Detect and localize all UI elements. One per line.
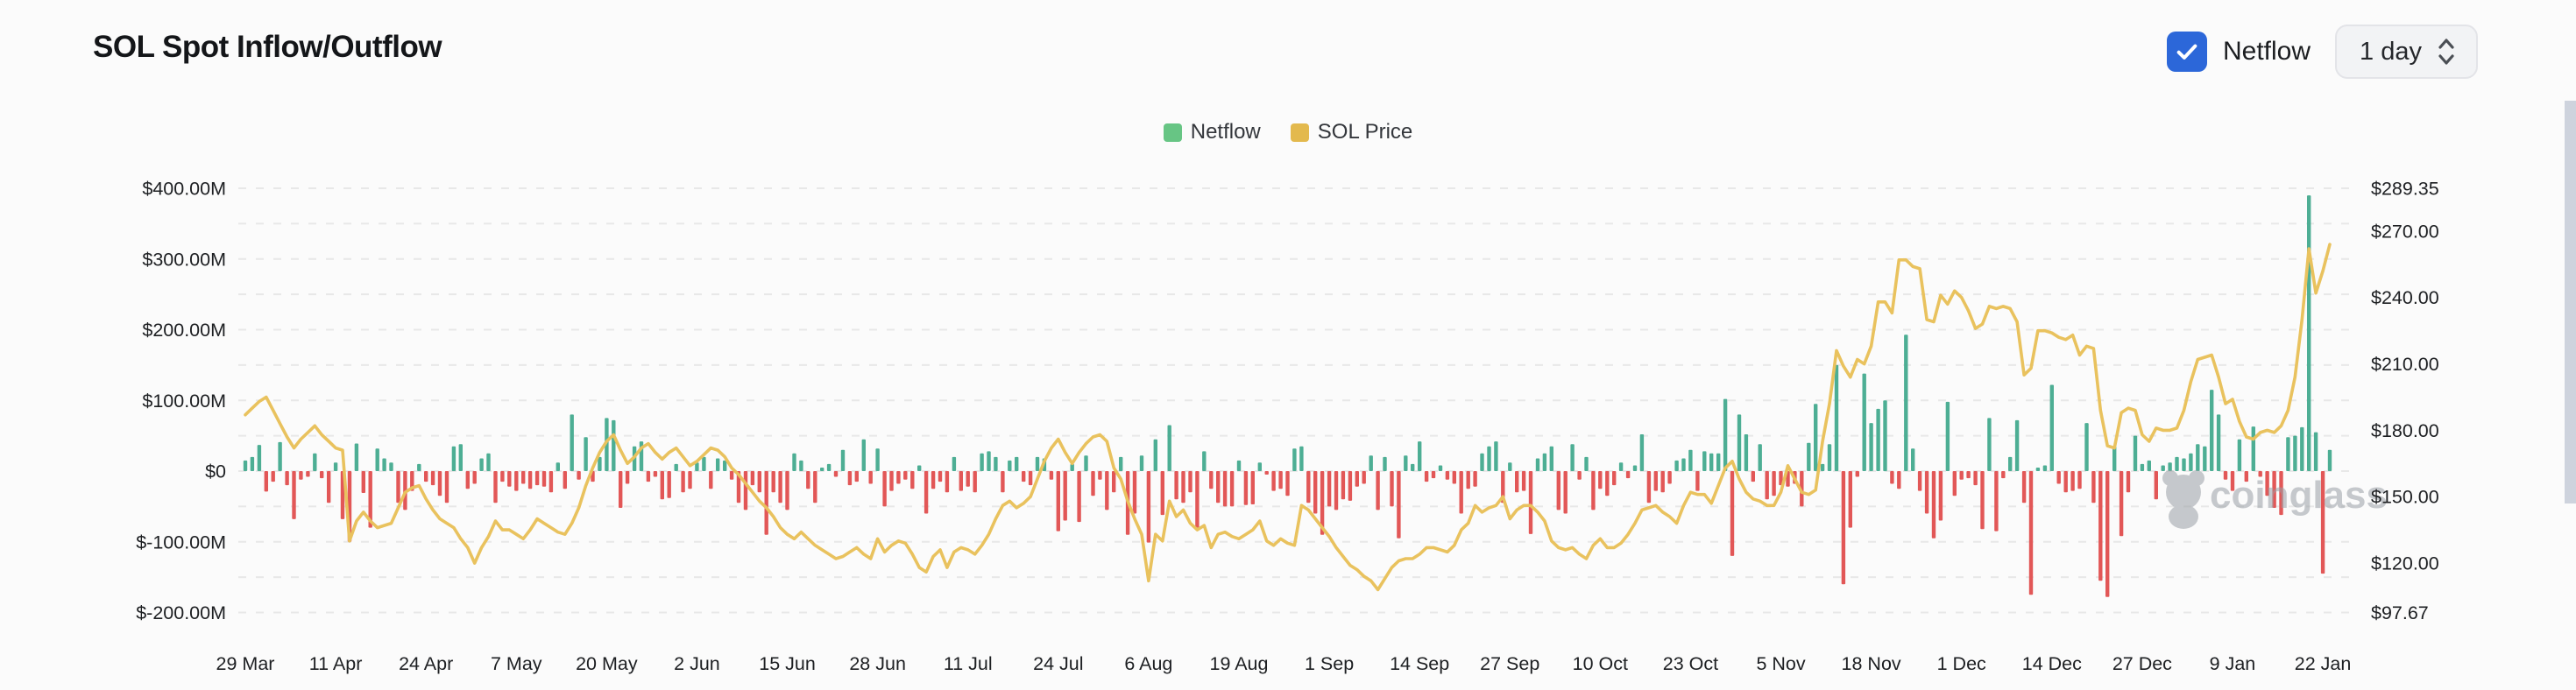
svg-text:$97.67: $97.67 [2371,602,2429,623]
chart-header: SOL Spot Inflow/Outflow Netflow 1 day [0,0,2576,96]
svg-text:14 Sep: 14 Sep [1390,653,1449,674]
svg-text:6 Aug: 6 Aug [1124,653,1172,674]
scrollbar-thumb[interactable] [2565,101,2576,503]
svg-text:11 Apr: 11 Apr [309,653,363,674]
svg-text:29 Mar: 29 Mar [216,653,275,674]
svg-text:24 Jul: 24 Jul [1033,653,1083,674]
coinglass-watermark: coinglass [2162,470,2388,529]
svg-text:23 Oct: 23 Oct [1663,653,1718,674]
chart-legend: Netflow SOL Price [0,119,2576,145]
svg-text:27 Dec: 27 Dec [2112,653,2172,674]
x-axis-labels: 29 Mar 11 Apr 24 Apr 7 May 20 May 2 Jun 15 Jun… [216,653,2352,674]
svg-text:$289.35: $289.35 [2371,179,2439,200]
svg-text:coinglass: coinglass [2210,474,2388,517]
svg-text:$180.00: $180.00 [2371,420,2439,441]
sol-price-line [244,243,2332,592]
svg-text:1 Sep: 1 Sep [1305,653,1354,674]
svg-text:$100.00M: $100.00M [142,391,226,412]
svg-text:1 Dec: 1 Dec [1937,653,1986,674]
right-axis-labels: $289.35 $270.00 $240.00 $210.00 $180.00 $150.… [2371,179,2439,624]
svg-text:7 May: 7 May [491,653,542,674]
gridlines [238,187,2359,614]
legend-label-netflow: Netflow [1190,120,1261,144]
svg-text:10 Oct: 10 Oct [1573,653,1628,674]
header-controls: Netflow 1 day [2167,25,2478,79]
svg-text:$120.00: $120.00 [2371,553,2439,574]
svg-text:$200.00M: $200.00M [142,320,226,341]
svg-text:18 Nov: 18 Nov [1842,653,1901,674]
chevron-updown-icon [2438,39,2454,65]
svg-text:20 May: 20 May [576,653,638,674]
svg-text:$-100.00M: $-100.00M [136,532,226,553]
svg-text:$210.00: $210.00 [2371,354,2439,375]
netflow-swatch [1163,123,1182,142]
svg-text:$150.00: $150.00 [2371,487,2439,508]
netflow-toggle[interactable]: Netflow [2167,32,2311,72]
interval-dropdown[interactable]: 1 day [2335,25,2478,79]
svg-text:28 Jun: 28 Jun [849,653,906,674]
svg-text:$240.00: $240.00 [2371,287,2439,308]
legend-label-sol-price: SOL Price [1317,120,1413,144]
svg-text:$270.00: $270.00 [2371,221,2439,242]
svg-text:24 Apr: 24 Apr [399,653,453,674]
legend-item-sol-price[interactable]: SOL Price [1290,120,1413,144]
svg-text:$0: $0 [205,461,226,482]
checkmark-icon [2176,44,2197,60]
svg-text:14 Dec: 14 Dec [2022,653,2082,674]
svg-text:$400.00M: $400.00M [142,179,226,200]
svg-text:5 Nov: 5 Nov [1756,653,1805,674]
page-title: SOL Spot Inflow/Outflow [93,30,442,64]
svg-text:$-200.00M: $-200.00M [136,602,226,623]
netflow-toggle-label: Netflow [2223,37,2311,66]
svg-text:19 Aug: 19 Aug [1210,653,1269,674]
svg-text:9 Jan: 9 Jan [2210,653,2256,674]
svg-text:22 Jan: 22 Jan [2295,653,2352,674]
svg-text:$300.00M: $300.00M [142,249,226,270]
svg-text:11 Jul: 11 Jul [944,653,993,674]
svg-text:15 Jun: 15 Jun [759,653,816,674]
netflow-bars-series[interactable] [243,195,2332,597]
interval-dropdown-value: 1 day [2360,37,2422,66]
sol-price-swatch [1290,123,1309,142]
left-axis-labels: $400.00M $300.00M $200.00M $100.00M $0 $-100.… [136,179,226,624]
legend-item-netflow[interactable]: Netflow [1163,120,1261,144]
svg-text:27 Sep: 27 Sep [1480,653,1539,674]
scrollbar-track [2564,0,2576,690]
svg-text:2 Jun: 2 Jun [674,653,720,674]
netflow-checkbox[interactable] [2167,32,2207,72]
